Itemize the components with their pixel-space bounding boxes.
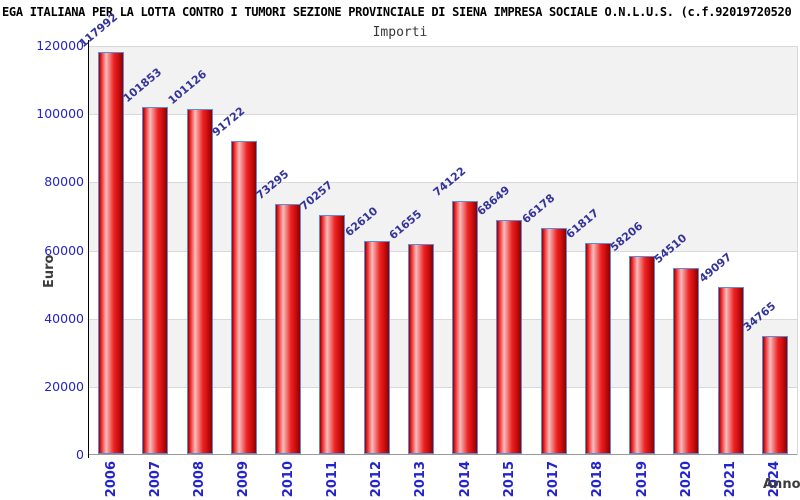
x-tick-label: 2018 — [576, 461, 620, 500]
x-tick-year: 2007 — [147, 461, 163, 498]
bar — [98, 51, 125, 454]
y-axis-line — [88, 40, 89, 458]
x-tick-year: 2019 — [634, 461, 650, 498]
chart-subtitle: Importi — [372, 25, 428, 40]
x-tick-year: 2018 — [590, 461, 606, 498]
x-tick-label: 2020 — [664, 461, 708, 500]
bar — [629, 255, 656, 454]
x-axis-title: Anno — [763, 477, 800, 492]
gridline — [89, 182, 797, 184]
y-tick-label: 20000 — [44, 378, 84, 394]
x-tick-year: 2014 — [457, 461, 473, 498]
y-tick-label: 120000 — [36, 38, 84, 53]
bar-value-label: 49097 — [696, 250, 734, 285]
x-tick-label: 2019 — [620, 461, 664, 500]
x-tick-year: 2010 — [280, 461, 296, 498]
bar — [584, 243, 611, 454]
x-tick-year: 2012 — [369, 461, 385, 498]
x-tick-year: 2020 — [678, 461, 694, 498]
gridline — [89, 386, 797, 388]
x-tick-year: 2013 — [413, 461, 429, 498]
bar — [540, 228, 567, 454]
bar — [407, 243, 434, 454]
bar — [761, 335, 788, 454]
bar — [363, 240, 390, 454]
x-tick-label: 2011 — [310, 461, 354, 500]
bar — [717, 286, 744, 454]
bar — [496, 220, 523, 454]
plot-band — [89, 46, 797, 115]
gridline — [89, 318, 797, 320]
x-tick-label: 2012 — [355, 461, 399, 500]
x-tick-label: 2006 — [89, 461, 133, 500]
x-tick-label: 2008 — [178, 461, 222, 500]
x-tick-label: 2010 — [266, 461, 310, 500]
x-tick-label: 2021 — [709, 461, 753, 500]
y-tick-label: 60000 — [44, 242, 84, 258]
y-tick-label: 100000 — [36, 106, 84, 122]
x-tick-year: 2021 — [723, 461, 739, 498]
bar — [452, 201, 479, 454]
bar — [673, 268, 700, 454]
bar — [230, 141, 257, 454]
bar — [319, 214, 346, 454]
chart-title: EGA ITALIANA PER LA LOTTA CONTRO I TUMOR… — [2, 5, 792, 19]
bar — [142, 106, 169, 454]
gridline — [89, 250, 797, 252]
y-tick-label: 40000 — [44, 310, 84, 326]
bar — [186, 109, 213, 454]
x-tick-year: 2008 — [192, 461, 208, 498]
x-tick-year: 2017 — [546, 461, 562, 498]
bar — [275, 204, 302, 454]
x-tick-label: 2007 — [133, 461, 177, 500]
y-tick-label: 0 — [76, 447, 84, 462]
gridline — [89, 46, 797, 47]
x-tick-year: 2015 — [501, 461, 517, 498]
x-tick-year: 2011 — [324, 461, 340, 498]
x-tick-label: 2013 — [399, 461, 443, 500]
x-tick-label: 2014 — [443, 461, 487, 500]
y-tick-label: 80000 — [44, 174, 84, 190]
y-axis-title: Euro — [42, 254, 57, 288]
x-tick-year: 2006 — [103, 461, 119, 498]
x-axis-line — [89, 454, 797, 455]
x-tick-label: 2015 — [487, 461, 531, 500]
x-tick-label: 2009 — [222, 461, 266, 500]
plot-area: 117992 101853 101126 91722 73295 70257 62610 61… — [77, 10, 798, 455]
x-tick-year: 2009 — [236, 461, 252, 498]
x-tick-label: 2017 — [532, 461, 576, 500]
gridline — [89, 114, 797, 116]
